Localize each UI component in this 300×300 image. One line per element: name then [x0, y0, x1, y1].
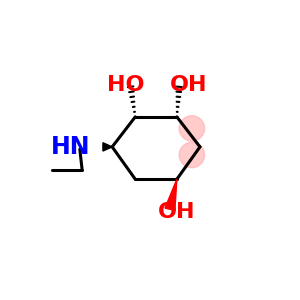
Text: HN: HN — [51, 135, 90, 159]
Text: HO: HO — [107, 74, 145, 94]
Polygon shape — [103, 143, 112, 151]
Circle shape — [179, 142, 205, 168]
Text: OH: OH — [158, 202, 196, 222]
Text: OH: OH — [170, 74, 207, 94]
Polygon shape — [165, 179, 177, 210]
Circle shape — [179, 116, 205, 141]
